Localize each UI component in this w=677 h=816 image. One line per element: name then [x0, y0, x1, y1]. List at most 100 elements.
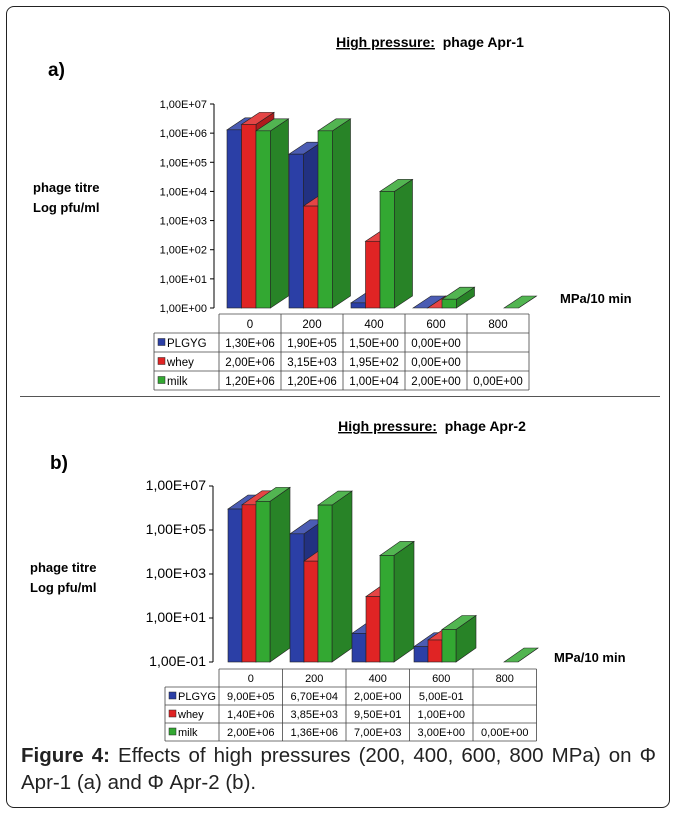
data-label: 1,30E+06	[225, 338, 275, 350]
y-tick-label: 1,00E+03	[146, 565, 207, 581]
data-label: 9,50E+01	[354, 709, 401, 721]
bar-milk-400	[379, 178, 414, 309]
data-label: 1,50E+00	[349, 338, 399, 350]
legend-entry: whey	[177, 709, 204, 721]
y-tick-label: 1,00E+04	[160, 186, 207, 198]
y-axis-label: Log pfu/ml	[30, 580, 96, 595]
x-tick-label: 400	[364, 319, 383, 331]
bar-front	[413, 646, 429, 663]
y-tick-label: 1,00E+00	[160, 303, 207, 315]
data-label: 2,00E+00	[354, 691, 401, 703]
data-label: 0,00E+00	[411, 357, 461, 369]
bar-milk-400	[379, 540, 415, 663]
x-tick-label: 0	[247, 319, 253, 331]
y-axis-label: Log pfu/ml	[33, 200, 99, 215]
x-axis-label: MPa/10 min	[560, 291, 632, 306]
bar-front	[365, 240, 381, 309]
data-label: 1,00E+04	[349, 376, 399, 388]
y-tick-label: 1,00E+03	[160, 216, 207, 228]
caption-text: Effects of high pressures (200, 400, 600…	[21, 744, 656, 794]
data-label: 9,00E+05	[227, 691, 274, 703]
data-label: 0,00E+00	[411, 338, 461, 350]
legend-swatch	[157, 338, 166, 346]
bar-front	[241, 504, 257, 663]
bar-front	[379, 191, 395, 309]
bar-side	[270, 118, 289, 309]
x-tick-label: 400	[369, 673, 387, 685]
chart-panel-b: High pressure: phage Apr-2	[164, 418, 539, 742]
legend-swatch	[157, 357, 166, 365]
data-label: 1,20E+06	[287, 376, 337, 388]
bar-front	[317, 504, 333, 663]
bar-milk-200	[317, 490, 353, 663]
data-label: 1,36E+06	[291, 727, 338, 739]
chart-title-underlined: High pressure:	[336, 34, 435, 50]
x-axis-label: MPa/10 min	[554, 650, 626, 665]
bar-front	[303, 560, 319, 663]
y-tick-label: 1,00E+06	[160, 128, 207, 140]
x-tick-label: 200	[305, 673, 323, 685]
bar-top	[503, 295, 538, 309]
data-label: 2,00E+00	[411, 376, 461, 388]
data-label: 5,00E-01	[419, 691, 464, 703]
chart-title-underlined: High pressure:	[338, 418, 437, 434]
caption-label: Figure 4:	[21, 744, 110, 767]
bar-milk-800	[503, 647, 539, 663]
legend-swatch	[168, 727, 177, 736]
bar-front	[317, 130, 333, 309]
x-tick-label: 800	[488, 319, 507, 331]
bar-front	[241, 124, 257, 309]
y-tick-label: 1,00E+02	[160, 245, 207, 257]
y-tick-label: 1,00E-01	[149, 653, 206, 669]
data-label: 1,40E+06	[227, 709, 274, 721]
bar-front	[226, 129, 242, 309]
data-label: 0,00E+00	[473, 376, 523, 388]
bar-front	[427, 639, 443, 663]
chart-title-rest: phage Apr-2	[437, 418, 526, 434]
bar-milk-600	[441, 614, 477, 663]
bar-front	[227, 508, 243, 663]
bar-front	[365, 596, 381, 663]
y-tick-label: 1,00E+07	[160, 99, 207, 111]
legend-entry: milk	[167, 376, 188, 388]
chart-panel-a: High pressure: phage Apr-1	[153, 34, 538, 391]
data-label: 1,00E+00	[418, 709, 465, 721]
bar-front	[255, 130, 271, 309]
bar-front	[303, 205, 319, 309]
x-tick-label: 200	[302, 319, 321, 331]
data-label: 0,00E+00	[481, 727, 528, 739]
y-tick-label: 1,00E+05	[146, 521, 207, 537]
data-label: 1,20E+06	[225, 376, 275, 388]
legend-entry: whey	[166, 357, 194, 369]
data-label: 2,00E+06	[227, 727, 274, 739]
data-label: 1,90E+05	[287, 338, 337, 350]
bar-front	[288, 153, 304, 309]
bar-milk-200	[317, 118, 352, 309]
bar-milk-800	[503, 295, 538, 309]
data-label: 7,00E+03	[354, 727, 401, 739]
data-label: 3,85E+03	[291, 709, 338, 721]
y-tick-label: 1,00E+01	[160, 274, 207, 286]
bar-front	[379, 555, 395, 663]
data-label: 3,00E+00	[418, 727, 465, 739]
legend-swatch	[168, 709, 177, 718]
chart-title-rest: phage Apr-1	[435, 34, 524, 50]
bar-front	[289, 533, 305, 663]
bar-milk-0	[255, 118, 290, 309]
bar-side	[332, 118, 351, 309]
data-label: 6,70E+04	[291, 691, 338, 703]
x-tick-label: 0	[248, 673, 254, 685]
y-tick-label: 1,00E+05	[160, 157, 207, 169]
legend-entry: milk	[178, 727, 198, 739]
bar-milk-600	[441, 286, 476, 309]
x-tick-label: 600	[432, 673, 450, 685]
bar-top	[503, 647, 539, 663]
bar-front	[441, 298, 457, 309]
bar-front	[255, 501, 271, 663]
bar-front	[350, 302, 366, 309]
data-label: 1,95E+02	[349, 357, 399, 369]
legend-swatch	[168, 691, 177, 700]
y-axis-label: phage titre	[33, 180, 99, 195]
figure-caption: Figure 4: Effects of high pressures (200…	[21, 742, 656, 796]
